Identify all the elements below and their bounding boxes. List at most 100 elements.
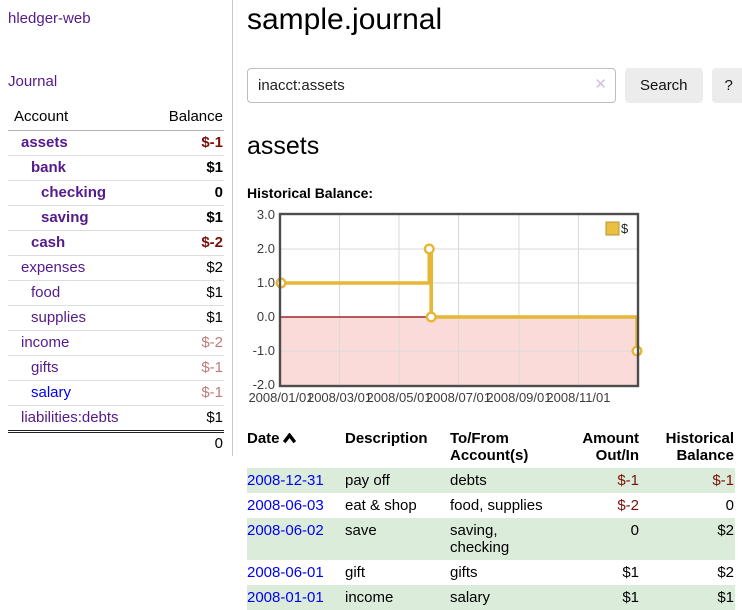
transaction-date-link[interactable]: 2008-06-02 <box>247 522 324 539</box>
sort-ascending-icon <box>282 433 296 444</box>
transaction-date-link[interactable]: 2008-06-01 <box>247 564 324 581</box>
x-tick-label: 2008/03/01 <box>306 390 373 405</box>
register-date-cell: 2008-01-01 <box>247 585 345 610</box>
account-link[interactable]: saving <box>41 209 89 226</box>
register-description: pay off <box>345 472 390 489</box>
account-balance: $1 <box>147 280 224 306</box>
register-row: 2008-12-31 pay off debts $-1 $-1 <box>247 468 735 493</box>
sidebar: hledger-web Journal Account Balance asse… <box>0 0 233 456</box>
search-button[interactable]: Search <box>625 68 703 103</box>
register-balance: $-1 <box>712 472 734 489</box>
register-balance: $2 <box>717 564 734 581</box>
transaction-date-link[interactable]: 2008-01-01 <box>247 589 324 606</box>
register-balance: $1 <box>717 589 734 606</box>
account-balance: $-1 <box>147 355 224 381</box>
help-button[interactable]: ? <box>711 68 742 103</box>
register-header-date[interactable]: Date <box>247 428 345 468</box>
register-header-date-label: Date <box>247 430 280 447</box>
transaction-date-link[interactable]: 2008-12-31 <box>247 472 324 489</box>
account-name-cell: assets <box>8 130 148 156</box>
accounts-total-spacer <box>8 430 148 456</box>
account-row: saving $1 <box>8 205 224 231</box>
accounts-table: Account Balance assets $-1 bank $1 checking 0… <box>8 104 224 456</box>
register-table: Date Description To/From Account(s) Amou… <box>247 428 735 610</box>
account-page-title: assets <box>247 132 320 160</box>
account-name-cell: checking <box>8 180 148 206</box>
register-row: 2008-01-01 income salary $1 $1 <box>247 585 735 610</box>
account-balance: $1 <box>147 155 224 181</box>
register-date-cell: 2008-06-02 <box>247 518 345 560</box>
account-name-cell: saving <box>8 205 148 231</box>
account-link[interactable]: gifts <box>31 359 59 376</box>
x-tick-label: 2008/09/01 <box>486 390 552 405</box>
register-amount: $1 <box>622 564 639 581</box>
account-balance: 0 <box>147 180 224 206</box>
register-amount: 0 <box>630 522 639 539</box>
svg-text:$: $ <box>621 221 629 236</box>
register-amount: $-1 <box>617 472 639 489</box>
transaction-date-link[interactable]: 2008-06-03 <box>247 497 324 514</box>
account-name-cell: liabilities:debts <box>8 405 148 432</box>
account-name-cell: gifts <box>8 355 148 381</box>
register-row: 2008-06-03 eat & shop food, supplies $-2 0 <box>247 493 735 518</box>
register-date-cell: 2008-12-31 <box>247 468 345 493</box>
account-link[interactable]: food <box>31 284 61 301</box>
search-form: ✕ Search ? <box>247 68 742 103</box>
account-name-cell: salary <box>8 380 148 406</box>
account-link[interactable]: cash <box>31 234 66 251</box>
account-link[interactable]: salary <box>31 384 72 401</box>
clear-search-icon[interactable]: ✕ <box>594 76 607 93</box>
register-accounts: saving, checking <box>450 522 510 556</box>
account-balance: $1 <box>147 405 224 432</box>
register-accounts: salary <box>450 589 491 606</box>
y-tick-label: 0.0 <box>256 309 275 324</box>
account-row: supplies $1 <box>8 305 224 331</box>
accounts-total-row: 0 <box>8 430 224 456</box>
sidebar-item-journal[interactable]: Journal <box>8 73 58 90</box>
account-link[interactable]: income <box>21 334 70 351</box>
account-link[interactable]: bank <box>31 159 67 176</box>
register-row: 2008-06-01 gift gifts $1 $2 <box>247 560 735 585</box>
search-box: ✕ <box>247 68 616 103</box>
account-link[interactable]: liabilities:debts <box>21 409 119 426</box>
x-tick-label: 2008/01/01 <box>248 390 314 405</box>
y-tick-label: 3.0 <box>256 207 275 222</box>
chart-plot-area[interactable]: $ <box>275 212 643 388</box>
main-content: sample.journal ✕ Search ? assets Histori… <box>233 0 742 610</box>
account-row: salary $-1 <box>8 380 224 406</box>
y-tick-label: 1.0 <box>256 275 275 290</box>
register-accounts: debts <box>450 472 487 489</box>
account-name-cell: income <box>8 330 148 356</box>
accounts-header-row: Account Balance <box>8 104 224 131</box>
accounts-header-account: Account <box>8 104 148 131</box>
search-input[interactable] <box>247 68 616 103</box>
register-description: gift <box>345 564 366 581</box>
account-link[interactable]: expenses <box>21 259 86 276</box>
account-name-cell: cash <box>8 230 148 256</box>
x-tick-label: 2008/07/01 <box>425 390 492 405</box>
account-balance: $1 <box>147 205 224 231</box>
account-row: liabilities:debts $1 <box>8 405 224 432</box>
account-balance: $-2 <box>147 330 224 356</box>
register-balance: 0 <box>725 497 734 514</box>
register-balance: $2 <box>717 522 734 539</box>
register-description: eat & shop <box>345 497 417 514</box>
register-row: 2008-06-02 save saving, checking 0 $2 <box>247 518 735 560</box>
account-row: bank $1 <box>8 155 224 181</box>
account-row: food $1 <box>8 280 224 306</box>
account-name-cell: bank <box>8 155 148 181</box>
register-date-cell: 2008-06-01 <box>247 560 345 585</box>
account-link[interactable]: supplies <box>31 309 87 326</box>
account-row: cash $-2 <box>8 230 224 256</box>
chart-title: Historical Balance: <box>247 185 374 201</box>
accounts-header-balance: Balance <box>147 104 224 131</box>
app-brand-link[interactable]: hledger-web <box>8 10 91 27</box>
account-link[interactable]: assets <box>21 134 68 151</box>
account-name-cell: supplies <box>8 305 148 331</box>
x-tick-label: 2008/11/01 <box>546 390 611 405</box>
account-balance: $2 <box>147 255 224 281</box>
account-name-cell: food <box>8 280 148 306</box>
account-link[interactable]: checking <box>41 184 107 201</box>
y-tick-label: -2.0 <box>252 377 275 392</box>
